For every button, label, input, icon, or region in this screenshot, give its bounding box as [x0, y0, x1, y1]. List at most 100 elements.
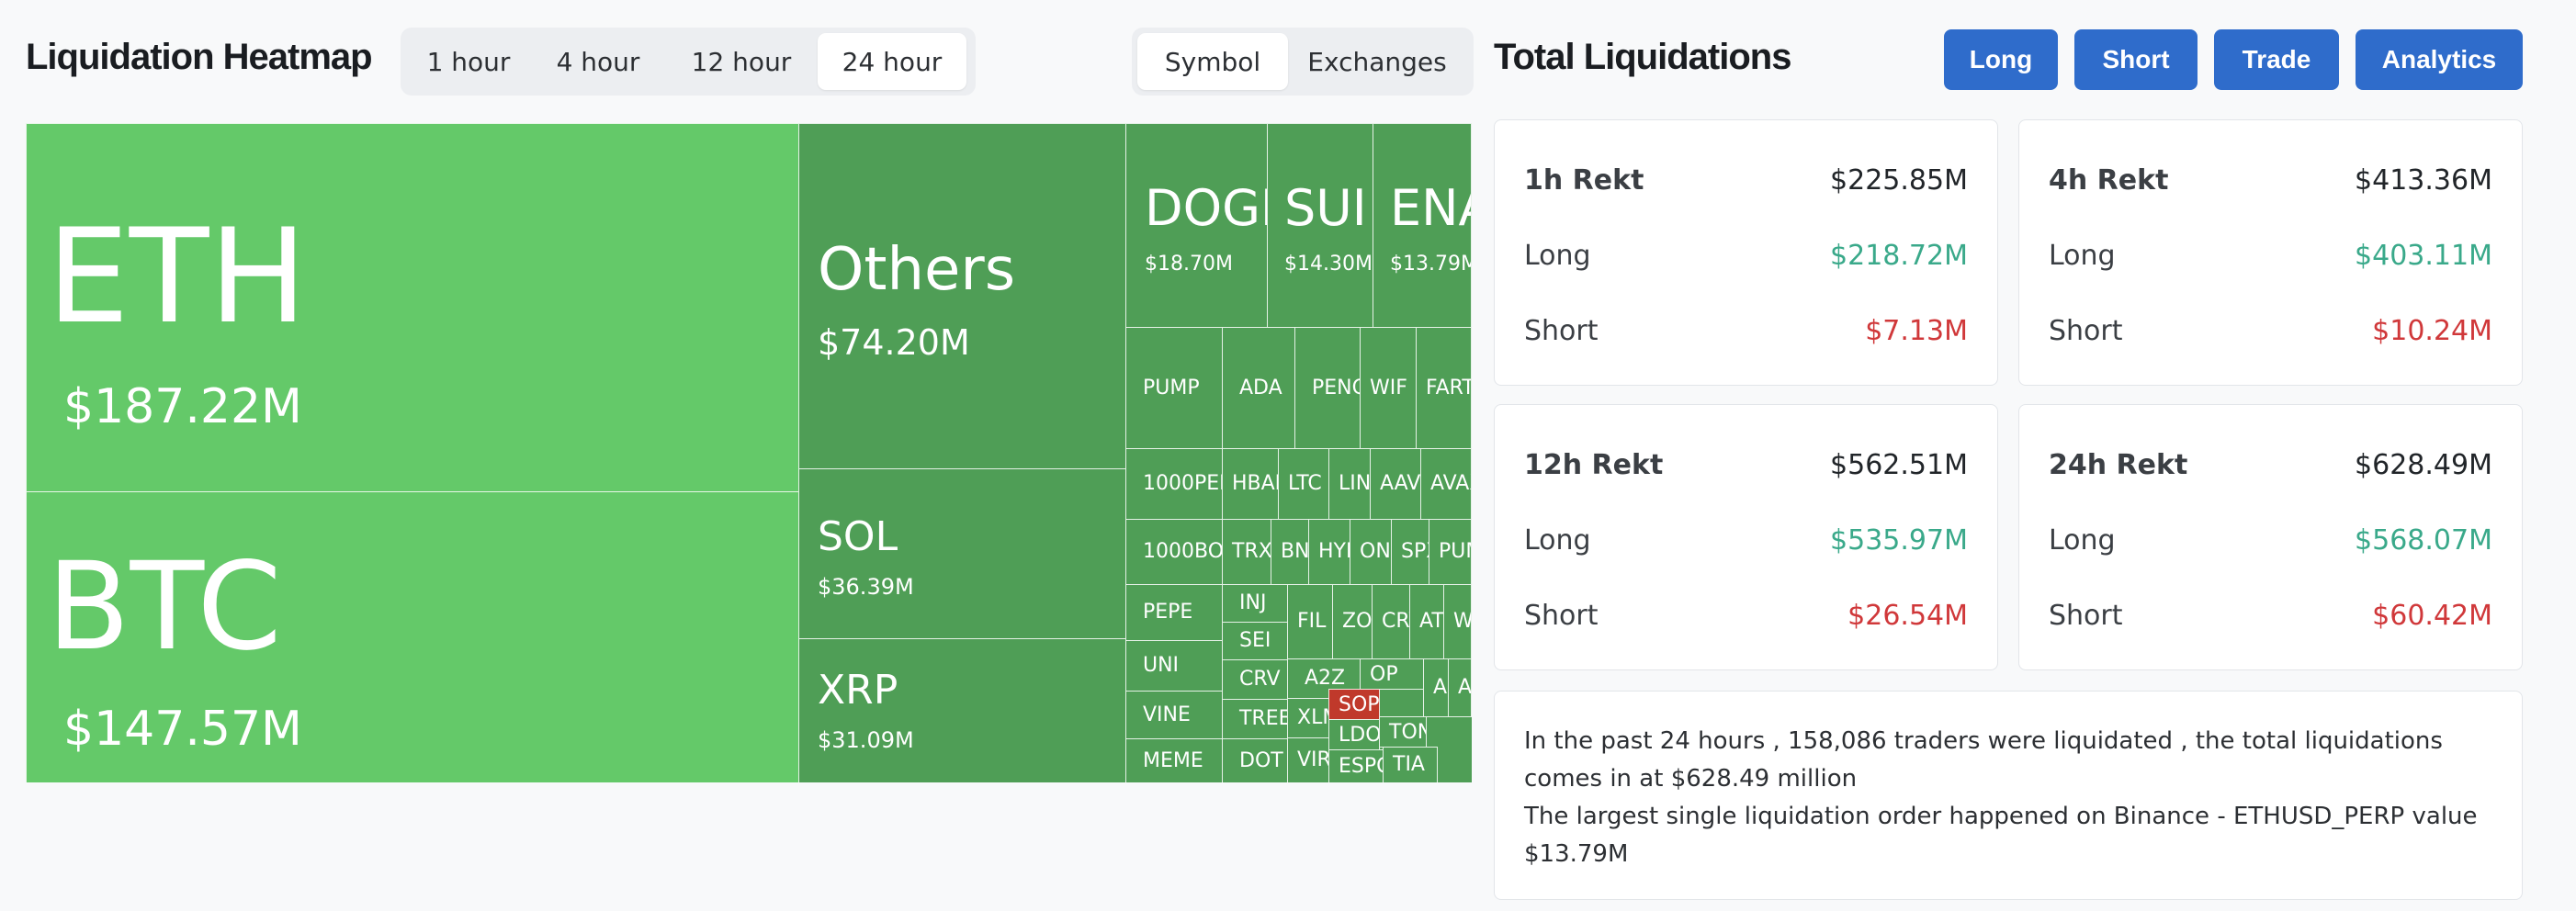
tile-xrp[interactable]: XRP $31.09M [798, 638, 1126, 782]
tile-fil[interactable]: FIL [1287, 584, 1333, 659]
tile-eth[interactable]: ETH $187.22M [26, 123, 799, 492]
tile-btc[interactable]: BTC $147.57M [26, 491, 799, 782]
tile-value: $147.57M [63, 702, 302, 757]
tile-value: $36.39M [818, 574, 914, 600]
tile-atom[interactable]: ATOM [1409, 584, 1444, 659]
tile-symbol: 1000BONK [1143, 540, 1223, 563]
tile-tia[interactable]: TIA [1383, 747, 1438, 782]
time-option-4h[interactable]: 4 hour [556, 46, 640, 77]
total-liquidations-title: Total Liquidations [1494, 37, 1791, 77]
tile-wif[interactable]: WIF [1360, 327, 1417, 449]
view-mode-selector: Symbol Exchanges [1132, 28, 1474, 96]
tile-pump[interactable]: PUMP [1125, 327, 1223, 449]
analytics-button[interactable]: Analytics [2356, 29, 2523, 90]
tile-symbol: PEPE [1143, 601, 1193, 624]
tile-symbol: ETH [47, 201, 308, 353]
card-title: 4h Rekt [2049, 164, 2169, 197]
tile-esports[interactable]: ESPORTS [1328, 749, 1384, 782]
view-option-symbol[interactable]: Symbol [1137, 33, 1288, 90]
tile-crv[interactable]: CRV [1372, 584, 1410, 659]
tile-vine[interactable]: VINE [1125, 691, 1223, 739]
card-title: 12h Rekt [1524, 449, 1664, 481]
tile-sui[interactable]: SUI $14.30M [1267, 123, 1373, 328]
tile-symbol: TREE [1239, 707, 1288, 730]
tile-symbol: XRP [818, 667, 898, 714]
tile-avax[interactable]: AVAX [1420, 448, 1472, 520]
tile-ada[interactable]: ADA [1222, 327, 1295, 449]
tile-symbol: BNB [1281, 540, 1309, 563]
tile-ldo[interactable]: LDO [1328, 719, 1380, 750]
short-label: Short [2049, 315, 2123, 347]
long-value: $218.72M [1830, 240, 1968, 272]
tile-symbol: SOL [818, 513, 898, 560]
tile-link[interactable]: LINK [1328, 448, 1371, 520]
tile-symbol: AI [1433, 676, 1448, 699]
trade-button[interactable]: Trade [2214, 29, 2339, 90]
tile-symbol: FARTCOIN [1426, 377, 1472, 399]
time-option-12h[interactable]: 12 hour [691, 46, 792, 77]
tile-spx[interactable]: SPX [1391, 519, 1429, 585]
tile-aave[interactable]: AAVE [1370, 448, 1421, 520]
tile-1000bonk[interactable]: 1000BONK [1125, 519, 1223, 585]
tile-pengu[interactable]: PENGU [1294, 327, 1361, 449]
tile-symbol: LDO [1339, 724, 1380, 747]
tile-hype[interactable]: HYPE [1308, 519, 1350, 585]
tile-ondo[interactable]: ONDO [1350, 519, 1392, 585]
tile-meme[interactable]: MEME [1125, 738, 1223, 782]
tile-symbol: ESPORTS [1339, 755, 1383, 778]
tile-pump[interactable]: PUMP [1429, 519, 1472, 585]
tile-xlm[interactable]: XLM [1287, 698, 1329, 738]
tile-symbol: BTC [47, 536, 282, 678]
tile-symbol: HBAR [1232, 472, 1278, 495]
tile-symbol: CRV [1382, 610, 1409, 633]
tile-symbol: ONDO [1360, 540, 1391, 563]
tile-symbol: AAVE [1380, 472, 1421, 495]
tile-symbol: LTC [1288, 472, 1322, 495]
tile-symbol: SPX [1401, 540, 1429, 563]
tile-op[interactable]: OP [1360, 658, 1424, 690]
long-label: Long [2049, 240, 2116, 272]
tile-bnb[interactable]: BNB [1271, 519, 1309, 585]
tile-zora[interactable]: ZORA [1332, 584, 1373, 659]
long-label: Long [2049, 524, 2116, 557]
short-button[interactable]: Short [2074, 29, 2198, 90]
tile-symbol: SEI [1239, 629, 1271, 652]
tile-soph[interactable]: SOPH [1328, 689, 1380, 720]
tile-inj[interactable]: INJ [1222, 584, 1288, 623]
tile-ton[interactable]: TON [1379, 716, 1427, 748]
tile-symbol: WLD [1453, 610, 1472, 633]
tile-uni[interactable]: UNI [1125, 640, 1223, 692]
tile-symbol: A2Z [1305, 667, 1346, 690]
tile-symbol: MEME [1143, 749, 1203, 772]
long-label: Long [1524, 240, 1591, 272]
tile-ena[interactable]: ENA $13.79M [1373, 123, 1472, 328]
tile-trx[interactable]: TRX [1222, 519, 1271, 585]
tile-wld[interactable]: WLD [1443, 584, 1472, 659]
tile-virtual[interactable]: VIRTUAL [1287, 737, 1329, 782]
card-total: $628.49M [2355, 449, 2492, 481]
tile-doge[interactable]: DOGE $18.70M [1125, 123, 1268, 328]
tile-others[interactable]: Others $74.20M [798, 123, 1126, 469]
tile-pepe[interactable]: PEPE [1125, 584, 1223, 641]
tile-ai[interactable]: AI [1423, 658, 1449, 717]
tile-fartcoin[interactable]: FARTCOIN [1416, 327, 1472, 449]
tile-1000pepe[interactable]: 1000PEPE [1125, 448, 1223, 520]
long-button[interactable]: Long [1944, 29, 2058, 90]
tile-symbol: ADA [1239, 377, 1282, 399]
tile-tree[interactable]: TREE [1222, 699, 1288, 739]
tile-symbol: WIF [1370, 377, 1407, 399]
tile-dot[interactable]: DOT [1222, 738, 1288, 782]
tile-value: $187.22M [63, 379, 302, 434]
tile-hbar[interactable]: HBAR [1222, 448, 1279, 520]
tile-symbol: VIRTUAL [1297, 748, 1329, 771]
time-option-1h[interactable]: 1 hour [426, 46, 511, 77]
tile-sol[interactable]: SOL $36.39M [798, 468, 1126, 639]
card-title: 24h Rekt [2049, 449, 2188, 481]
view-option-exchanges[interactable]: Exchanges [1307, 46, 1447, 77]
tile-ltc[interactable]: LTC [1278, 448, 1329, 520]
tile-symbol: DOGE [1145, 179, 1267, 237]
tile-crv[interactable]: CRV [1222, 659, 1288, 700]
tile-ar[interactable]: AR [1448, 658, 1472, 717]
tile-sei[interactable]: SEI [1222, 622, 1288, 660]
time-option-24h[interactable]: 24 hour [818, 33, 966, 90]
